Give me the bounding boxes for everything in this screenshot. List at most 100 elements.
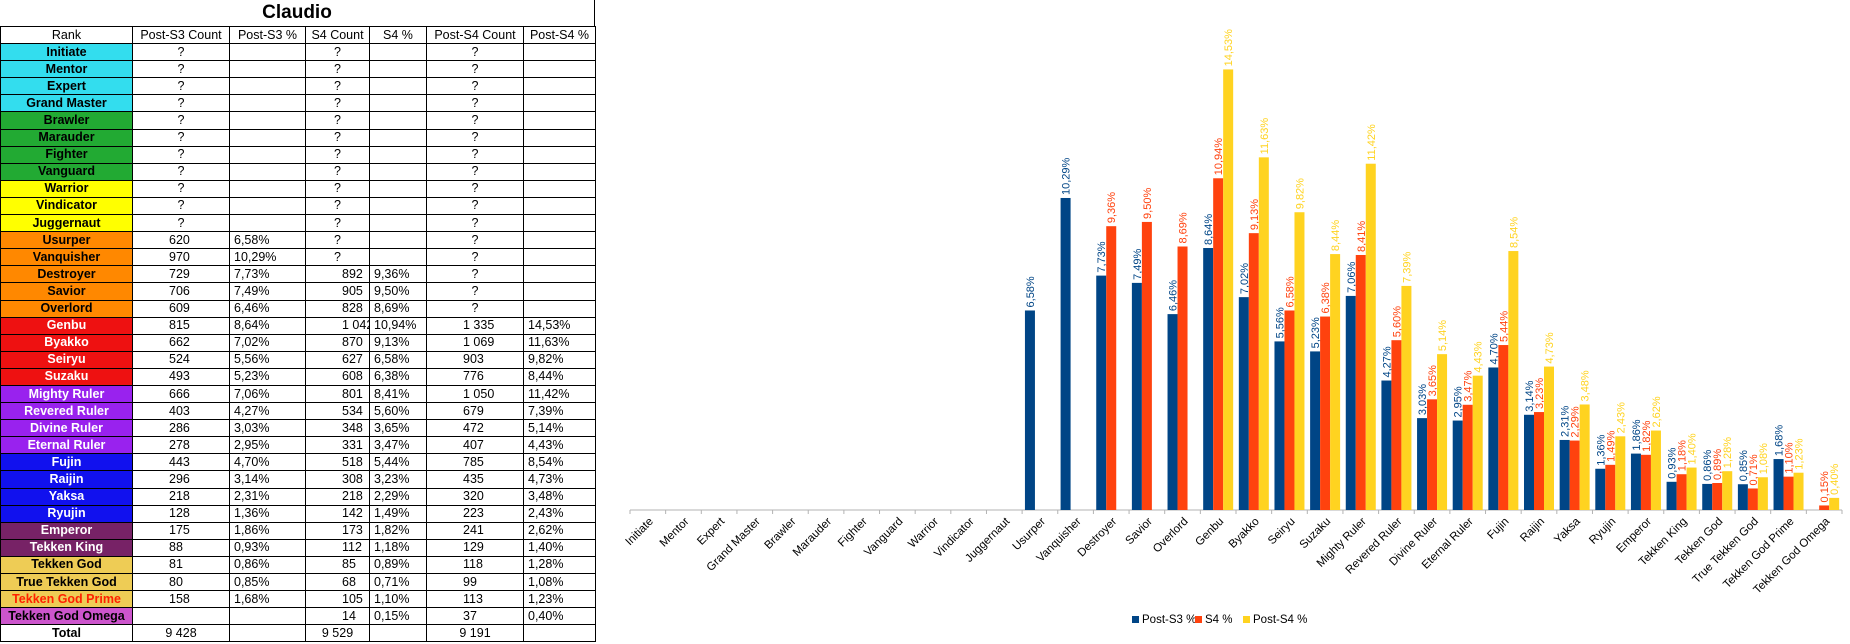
value-cell: 1,36% [229, 504, 306, 523]
table-row: Tekken God 81 0,86% 85 0,89% 118 1,28% [0, 555, 596, 575]
value-cell [523, 94, 596, 113]
data-label: 4,27% [1381, 346, 1393, 377]
data-label: 0,86% [1702, 450, 1714, 481]
value-cell [523, 77, 596, 96]
value-cell: ? [426, 196, 524, 216]
spreadsheet-panel: Claudio Rank Post-S3 Count Post-S3 % S4 Cou… [0, 0, 596, 643]
data-label: 7,49% [1132, 248, 1144, 279]
data-label: 8,54% [1508, 217, 1520, 248]
data-label: 1,28% [1722, 437, 1734, 468]
value-cell: 0,85% [229, 572, 306, 592]
data-label: 0,85% [1738, 450, 1750, 481]
value-cell: 1,10% [369, 590, 427, 609]
value-cell [369, 214, 427, 233]
chart-area: 6,58% 10,29% 7,73% 7,49% 6,46% 8,64% 7,02% 5,56… [610, 0, 1850, 639]
value-cell: 129 [426, 538, 524, 557]
value-cell: ? [305, 77, 370, 96]
rank-cell: Total [0, 624, 133, 643]
value-cell [523, 128, 596, 147]
rank-cell: Tekken King [0, 538, 133, 557]
legend-label: Post-S4 % [1253, 614, 1307, 626]
value-cell: ? [305, 248, 370, 267]
value-cell: ? [426, 231, 524, 250]
legend-swatch [1132, 616, 1139, 623]
bar-2-26 [1579, 404, 1590, 510]
bar-1-29 [1676, 474, 1687, 510]
total-row: Total 9 428 9 529 9 191 [0, 624, 596, 643]
value-cell: 6,46% [229, 299, 306, 318]
x-tick-label: True Tekken God [1691, 516, 1761, 586]
table-row: Savior 706 7,49% 905 9,50%? [0, 282, 596, 301]
bar-0-11 [1024, 310, 1035, 510]
table-row: Fujin 443 4,70% 518 5,44% 785 8,54% [0, 453, 596, 472]
rank-cell: Expert [0, 77, 133, 96]
value-cell: ? [426, 77, 524, 96]
value-cell: 6,58% [229, 231, 306, 250]
table-row: Initiate??? [0, 43, 596, 62]
data-label: 4,73% [1544, 332, 1556, 363]
bar-1-13 [1106, 226, 1117, 510]
value-cell: 706 [132, 282, 230, 301]
rank-cell: Juggernaut [0, 214, 133, 233]
rank-cell: True Tekken God [0, 572, 133, 592]
value-cell: 3,14% [229, 470, 306, 489]
data-label: 5,23% [1310, 317, 1322, 348]
value-cell: 2,31% [229, 487, 306, 506]
value-cell: 218 [305, 487, 370, 506]
value-cell: 9,50% [369, 282, 427, 301]
data-label: 3,48% [1580, 370, 1592, 401]
value-cell: 308 [305, 470, 370, 489]
bar-0-14 [1131, 282, 1142, 510]
data-label: 11,42% [1366, 124, 1378, 161]
data-label: 5,56% [1274, 307, 1286, 338]
value-cell: 331 [305, 436, 370, 455]
bar-1-24 [1498, 345, 1509, 510]
data-label: 1,23% [1794, 438, 1806, 469]
value-cell: 112 [305, 538, 370, 557]
rank-cell: Usurper [0, 231, 133, 250]
table-row: Destroyer 729 7,73% 892 9,36%? [0, 265, 596, 284]
bar-0-26 [1559, 439, 1570, 510]
value-cell [523, 231, 596, 250]
data-label: 1,08% [1758, 443, 1770, 474]
bar-2-23 [1472, 375, 1483, 510]
bar-2-25 [1544, 366, 1554, 510]
value-cell [369, 60, 427, 79]
bar-0-30 [1702, 483, 1713, 510]
x-tick-label: Byakko [1227, 516, 1262, 551]
value-cell: 1 050 [426, 384, 524, 404]
value-cell: 8,69% [369, 299, 427, 318]
value-cell [369, 162, 427, 181]
rank-cell: Fujin [0, 453, 133, 472]
rank-cell: Savior [0, 282, 133, 301]
rank-cell: Warrior [0, 179, 133, 198]
value-cell: 68 [305, 572, 370, 592]
value-cell [229, 94, 306, 113]
bar-1-27 [1605, 464, 1616, 510]
value-cell: 0,93% [229, 538, 306, 557]
table-row: Revered Ruler 403 4,27% 534 5,60% 679 7,39% [0, 402, 596, 421]
value-cell: 278 [132, 436, 230, 455]
value-cell: 88 [132, 538, 230, 557]
value-cell: 1,82% [369, 521, 427, 540]
value-cell: 2,95% [229, 436, 306, 455]
bar-2-18 [1294, 212, 1305, 511]
value-cell: 7,39% [523, 402, 596, 421]
value-cell [523, 214, 596, 233]
data-label: 9,50% [1142, 188, 1154, 219]
rank-cell: Vindicator [0, 196, 133, 216]
value-cell: 443 [132, 453, 230, 472]
rank-cell: Revered Ruler [0, 402, 133, 421]
value-cell: 828 [305, 299, 370, 318]
value-cell: 320 [426, 487, 524, 506]
bar-1-22 [1427, 399, 1438, 510]
value-cell: 905 [305, 282, 370, 301]
table-row: Marauder??? [0, 128, 596, 147]
value-cell: 4,73% [523, 470, 596, 489]
column-header: Post-S3 % [229, 25, 306, 45]
bar-0-23 [1452, 420, 1463, 510]
value-cell: ? [132, 145, 230, 164]
value-cell [523, 111, 596, 130]
value-cell: 14,53% [523, 316, 596, 335]
